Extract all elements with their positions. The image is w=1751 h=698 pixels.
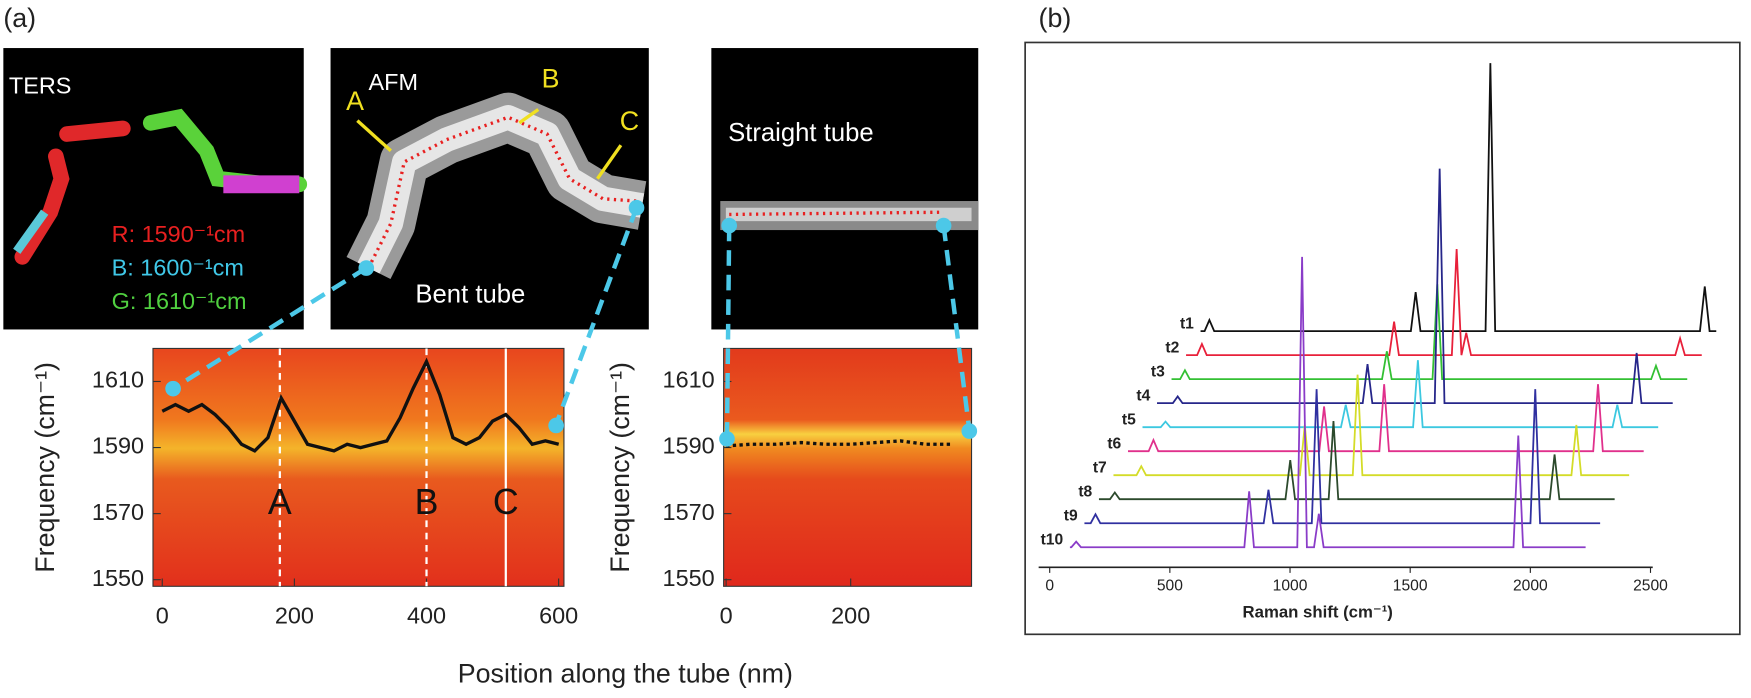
x-axis-label: Position along the tube (nm) (458, 659, 793, 689)
frequency-line (161, 357, 560, 453)
afm-image: AFM A B C Bent tube (330, 48, 649, 330)
x-tick-label: 500 (1157, 577, 1183, 594)
x-tick-label: 600 (539, 603, 578, 629)
y-tick-label: 1570 (92, 499, 144, 525)
connector-dots (165, 199, 978, 447)
series-label: t6 (1107, 436, 1121, 453)
series-label: t3 (1151, 364, 1165, 381)
y-axis-label: Frequency (cm⁻¹) (30, 362, 60, 573)
image-title: Straight tube (728, 119, 874, 147)
ters-image: TERS R: 1590⁻¹cm B: 1600⁻¹cm G: 1610⁻¹cm (3, 48, 308, 330)
image-caption: Bent tube (415, 281, 525, 309)
panel-frame (1024, 41, 1741, 636)
spectrum (1157, 168, 1673, 405)
y-tick-label: 1610 (663, 367, 715, 393)
x-tick-label: 200 (275, 603, 314, 629)
y-axis-label: Frequency (cm⁻¹) (605, 362, 635, 573)
series-label: t8 (1078, 484, 1092, 501)
plot-frame (723, 347, 973, 587)
marker-label: C (493, 482, 519, 522)
series-label: t7 (1093, 460, 1107, 477)
spectrum (1186, 249, 1702, 357)
connectors (171, 206, 972, 438)
series-label: t2 (1165, 340, 1179, 357)
x-axis-label: Raman shift (cm⁻¹) (1243, 603, 1393, 622)
plot-frame (152, 347, 565, 587)
marker-label: A (268, 482, 292, 522)
x-tick-label: 400 (407, 603, 446, 629)
legend-text: G: 1610⁻¹cm (112, 288, 247, 314)
x-tick-label: 1500 (1393, 577, 1428, 594)
arrow-label: B (542, 64, 560, 94)
x-tick-label: 0 (1045, 577, 1054, 594)
panel-label: (b) (1039, 3, 1072, 33)
x-tick-label: 1000 (1273, 577, 1308, 594)
arrow-label: A (346, 86, 364, 116)
spectrum (1127, 384, 1644, 453)
legend-text: R: 1590⁻¹cm (112, 221, 246, 247)
y-tick-label: 1570 (663, 499, 715, 525)
image-title: TERS (9, 72, 72, 98)
straight-image: Straight tube (711, 48, 979, 330)
arrow (356, 108, 623, 180)
spectrum (1113, 374, 1630, 477)
series-label: t4 (1136, 388, 1150, 405)
image-title: AFM (369, 69, 418, 95)
series-label: t5 (1122, 412, 1136, 429)
spectrum (1171, 284, 1688, 381)
panel-label: (a) (3, 3, 36, 33)
y-tick-label: 1550 (92, 565, 144, 591)
series-label: t9 (1064, 508, 1078, 525)
y-tick-label: 1610 (92, 367, 144, 393)
arrow-label: C (620, 106, 639, 136)
x-tick-label: 0 (156, 603, 169, 629)
spectrum (1084, 389, 1601, 525)
heatmap (723, 348, 972, 587)
x-tick-label: 200 (831, 603, 870, 629)
y-tick-label: 1590 (663, 433, 715, 459)
series-label: t1 (1180, 316, 1194, 333)
spectrum (1069, 256, 1586, 549)
y-tick-label: 1590 (92, 433, 144, 459)
marker-label: B (415, 482, 439, 522)
series-label: t10 (1041, 532, 1064, 549)
x-tick-label: 2500 (1633, 577, 1668, 594)
spectrum (1142, 360, 1659, 429)
x-tick-label: 2000 (1513, 577, 1548, 594)
y-tick-label: 1550 (663, 565, 715, 591)
x-tick-label: 0 (720, 603, 733, 629)
marks: 1550 1570 1590 1610 0 200 400 600 Frequency (cm⁻… (30, 63, 1717, 689)
heatmap (152, 348, 564, 587)
legend-text: B: 1600⁻¹cm (112, 254, 244, 280)
